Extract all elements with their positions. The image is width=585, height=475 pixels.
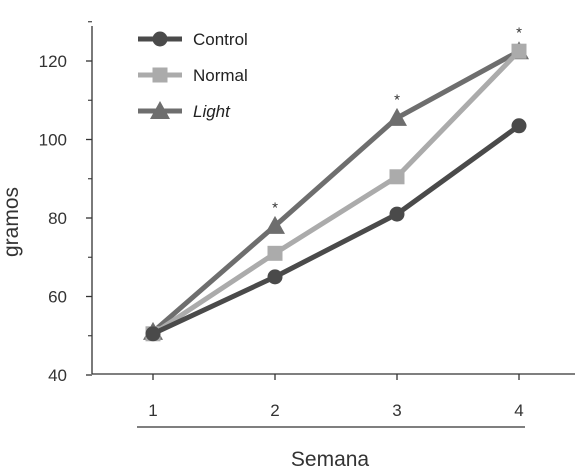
- y-tick-label: 40: [48, 366, 67, 385]
- data-point-light: [265, 215, 285, 234]
- legend-marker-control: [152, 31, 168, 47]
- y-tick-label: 100: [39, 131, 67, 150]
- y-axis-title: gramos: [0, 187, 23, 257]
- legend-label-light: Light: [193, 102, 231, 121]
- data-point-normal: [511, 43, 527, 59]
- x-tick-label: 2: [270, 401, 279, 420]
- axes: 40 60 80 100 120 1 2 3 4: [39, 21, 575, 428]
- y-tick-label: 80: [48, 209, 67, 228]
- y-tick-label: 60: [48, 288, 67, 307]
- data-point-control: [389, 206, 405, 222]
- legend-label-normal: Normal: [193, 66, 248, 85]
- data-point-control: [145, 326, 161, 342]
- data-point-normal: [267, 245, 283, 261]
- legend-marker-light: [150, 101, 170, 119]
- data-point-normal: [389, 169, 405, 185]
- data-point-light: [387, 107, 407, 126]
- x-tick-label: 3: [392, 401, 401, 420]
- significance-star: *: [516, 25, 522, 42]
- annotation-layer: * * *: [272, 25, 522, 217]
- legend: Control Normal Light: [138, 30, 248, 121]
- series-line-normal: [151, 49, 521, 336]
- x-tick-label: 1: [148, 401, 157, 420]
- significance-star: *: [394, 91, 400, 108]
- x-axis-title: Semana: [291, 448, 370, 471]
- x-tick-label: 4: [514, 401, 523, 420]
- significance-star: *: [272, 199, 278, 216]
- series-line-light: [151, 48, 521, 334]
- series-layer: [143, 41, 529, 342]
- y-tick-label: 120: [39, 52, 67, 71]
- data-point-control: [267, 269, 283, 285]
- legend-label-control: Control: [193, 30, 248, 49]
- legend-marker-normal: [152, 67, 168, 83]
- series-line-control: [151, 123, 521, 337]
- data-point-control: [511, 118, 527, 134]
